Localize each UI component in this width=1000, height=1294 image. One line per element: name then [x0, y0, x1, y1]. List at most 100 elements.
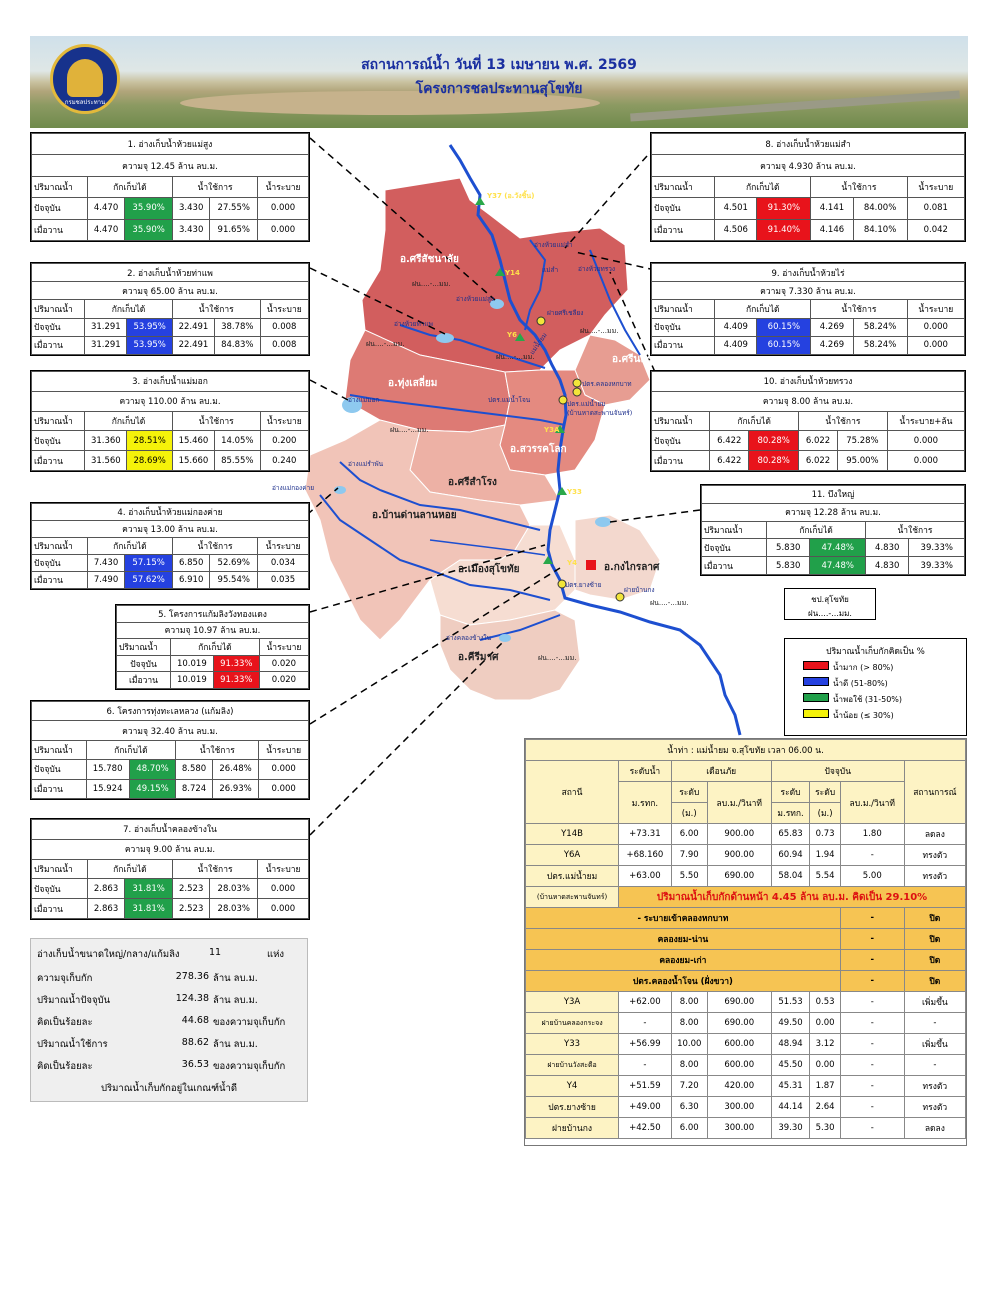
table-cell: 0.008 — [259, 335, 310, 356]
table-cell: น้ำระบาย — [259, 299, 310, 319]
table-cell: น้ำระบาย — [259, 410, 310, 432]
table-cell: 26.48% — [211, 759, 260, 780]
table-cell: 75.28% — [837, 430, 888, 452]
table-cell: 4.409 — [714, 335, 758, 356]
table-cell: - — [839, 970, 905, 992]
place-label: ปตร.คลองหกบาท — [582, 380, 632, 388]
table-cell: 0.73 — [809, 823, 841, 845]
table-cell: 31.81% — [124, 878, 173, 900]
gate-row: คลองยม-น่าน - ปิด — [525, 928, 967, 950]
table-cell: 0.00 — [809, 1054, 841, 1076]
station-label: Y6 — [506, 331, 517, 339]
table-cell: 5.830 — [765, 556, 811, 575]
table-cell: 0.000 — [257, 218, 309, 242]
place-label: (บ้านหาดสะพานจันทร์) — [567, 409, 632, 417]
yom-river — [448, 144, 742, 736]
table-cell: 28.51% — [126, 430, 173, 452]
gate-markers — [536, 316, 625, 602]
reservoir-card-7: 7. อ่างเก็บน้ำคลองข้างใน ความจุ 9.00 ล้า… — [30, 818, 310, 920]
table-cell: 4.506 — [714, 218, 758, 242]
table-cell: ปริมาณน้ำ — [650, 175, 716, 199]
table-cell: ปัจจุบัน — [770, 760, 905, 782]
table-cell: 28.69% — [126, 450, 173, 471]
table-cell: 22.491 — [171, 317, 216, 337]
district-label: อ.กงไกรลาศ — [604, 560, 660, 573]
table-cell: ความจุ 110.00 ล้าน ลบ.ม. — [31, 390, 309, 412]
table-cell: - — [618, 1054, 672, 1076]
table-cell: ปตร.แม่น้ำยม — [524, 865, 620, 887]
place-label: อ่างแม่กองค่าย — [272, 484, 314, 492]
table-cell: 0.240 — [259, 450, 310, 471]
table-cell: 0.081 — [906, 197, 966, 220]
table-cell: 15.460 — [171, 430, 216, 452]
table-cell: Y6A — [524, 844, 620, 866]
place-label: อ่างคลองข้างใน — [446, 634, 492, 642]
table-cell: 6.00 — [670, 823, 708, 845]
table-cell: เมื่อวาน — [31, 571, 88, 589]
table-cell: น้ำระบาย — [257, 175, 309, 199]
place-label: อ่างแม่รำพัน — [348, 460, 384, 468]
table-cell: เดือนภัย — [670, 760, 772, 782]
lake-thapae — [436, 333, 454, 343]
reservoir-card-2: 2. อ่างเก็บน้ำห้วยท่าแพ ความจุ 65.00 ล้า… — [30, 262, 310, 356]
table-cell: 1.87 — [809, 1075, 841, 1097]
table-row: ฝายบ้านคลองกระจง -8.00 690.00 49.50 0.00- - — [524, 1012, 967, 1034]
table-cell: 45.31 — [770, 1075, 811, 1097]
place-label: อ่างห้วยท่าแพ — [394, 320, 433, 328]
table-cell: ปตร.ยางซ้าย — [524, 1096, 620, 1118]
place-label: ปตร.แม่น้ำยม — [567, 399, 606, 408]
banner-lake — [180, 91, 600, 115]
table-cell: 900.00 — [706, 844, 772, 866]
table-cell: - — [839, 1096, 905, 1118]
table-cell: 6.422 — [709, 450, 750, 471]
table-cell: 0.020 — [258, 654, 310, 673]
table-row: Y4 +51.59 7.20 420.00 45.31 1.87- ทรงตัว — [524, 1075, 967, 1097]
table-cell: +62.00 — [618, 991, 672, 1013]
table-cell: ปัจจุบัน — [31, 759, 87, 780]
table-cell: ฝายบ้านวังสะตือ — [524, 1054, 620, 1076]
district-label: อ.สวรรคโลก — [510, 442, 567, 455]
table-cell: กักเก็บได้ — [86, 175, 173, 199]
station-markers — [475, 197, 567, 564]
table-cell: 80.28% — [748, 430, 800, 452]
table-cell: 5.30 — [809, 1117, 841, 1139]
gate-row: คลองยม-เก่า - ปิด — [525, 949, 967, 971]
table-cell: 6.00 — [670, 1117, 708, 1139]
district-label: อ.ทุ่งเสลี่ยม — [388, 375, 437, 389]
reservoir-card-11: 11. บึงใหญ่ ความจุ 12.28 ล้าน ลบ.ม. ปริม… — [700, 484, 966, 576]
table-cell: กักเก็บได้ — [85, 739, 177, 761]
table-cell: กักเก็บได้ — [709, 410, 800, 432]
table-cell: (ม.) — [670, 802, 708, 824]
table-cell: 0.000 — [886, 450, 966, 471]
legend: ปริมาณน้ำเก็บกักคิดเป็น % น้ำมาก (> 80%)… — [784, 638, 967, 736]
table-cell: 4.141 — [810, 197, 854, 220]
table-cell: - — [903, 1054, 967, 1076]
table-cell: ปัจจุบัน — [701, 538, 767, 558]
table-cell: น้ำระบาย — [257, 858, 309, 880]
table-cell: +42.50 — [618, 1117, 672, 1139]
legend-swatch-red — [803, 661, 829, 670]
table-cell: 4.470 — [86, 197, 126, 220]
table-cell: ลบ.ม./วินาที — [706, 781, 772, 824]
station-label: Y4 — [566, 559, 577, 567]
table-cell: - — [839, 907, 905, 929]
table-cell: 690.00 — [706, 865, 772, 887]
table-cell: 0.000 — [257, 197, 309, 220]
lake-maemok — [342, 397, 362, 413]
table-cell: ความจุ 32.40 ล้าน ลบ.ม. — [31, 720, 309, 741]
rain-label: ฝน....-...มม. — [580, 327, 618, 335]
table-cell: 3.12 — [809, 1033, 841, 1055]
table-cell: 7.90 — [670, 844, 708, 866]
table-cell: 0.000 — [257, 878, 309, 900]
legend-swatch-yellow — [803, 709, 829, 718]
table-cell: 5.50 — [670, 865, 708, 887]
table-cell: 38.78% — [214, 317, 261, 337]
table-cell: +56.99 — [618, 1033, 672, 1055]
table-cell: 4.269 — [810, 317, 854, 337]
table-cell: 7.20 — [670, 1075, 708, 1097]
table-cell: +49.00 — [618, 1096, 672, 1118]
table-cell: 5.00 — [839, 865, 905, 887]
place-label: ฝายศรีเชลียง — [547, 309, 583, 317]
table-cell: 85.55% — [214, 450, 261, 471]
